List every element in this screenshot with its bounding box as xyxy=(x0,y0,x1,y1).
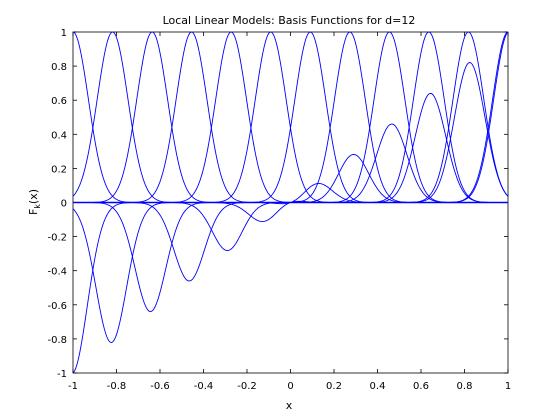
y-axis-label-argument: (x) xyxy=(27,189,40,204)
x-tick-label: 0.6 xyxy=(413,381,429,392)
y-tick-label: 0 xyxy=(61,199,67,210)
y-tick-label: 1 xyxy=(61,28,67,39)
y-tick-labels: -1 -0.8 -0.6 -0.4 -0.2 0 0.2 0.4 0.6 0.8 1 xyxy=(47,28,67,380)
x-tick-label: 0 xyxy=(287,381,293,392)
x-axis-label: x xyxy=(286,399,293,412)
y-tick-label: 0.8 xyxy=(51,62,67,73)
x-tick-label: 0.8 xyxy=(457,381,473,392)
y-axis-label: Fk(x) xyxy=(27,189,42,215)
y-axis-label-subscript: k xyxy=(33,204,42,209)
x-tick-label: -0.2 xyxy=(237,381,257,392)
basis-curves xyxy=(72,31,509,374)
y-tick-label: -0.6 xyxy=(47,301,67,312)
y-tick-label: -0.2 xyxy=(47,233,67,244)
x-tick-label: 0.2 xyxy=(326,381,342,392)
y-tick-label: -0.8 xyxy=(47,335,67,346)
x-tick-label: 1 xyxy=(505,381,511,392)
x-tick-label: -0.6 xyxy=(150,381,170,392)
y-axis-label-main: F xyxy=(27,209,40,215)
x-tick-label: -0.8 xyxy=(107,381,127,392)
x-ticks xyxy=(72,32,509,373)
y-tick-label: 0.4 xyxy=(51,130,67,141)
chart-title: Local Linear Models: Basis Functions for… xyxy=(163,14,416,27)
y-tick-label: -0.4 xyxy=(47,267,67,278)
y-tick-label: -1 xyxy=(57,369,67,380)
x-tick-label: -0.4 xyxy=(194,381,214,392)
x-tick-label: 0.4 xyxy=(370,381,386,392)
x-tick-labels: -1 -0.8 -0.6 -0.4 -0.2 0 0.2 0.4 0.6 0.8 1 xyxy=(68,381,511,392)
y-tick-label: 0.6 xyxy=(51,96,67,107)
y-tick-label: 0.2 xyxy=(51,164,67,175)
x-tick-label: -1 xyxy=(68,381,78,392)
